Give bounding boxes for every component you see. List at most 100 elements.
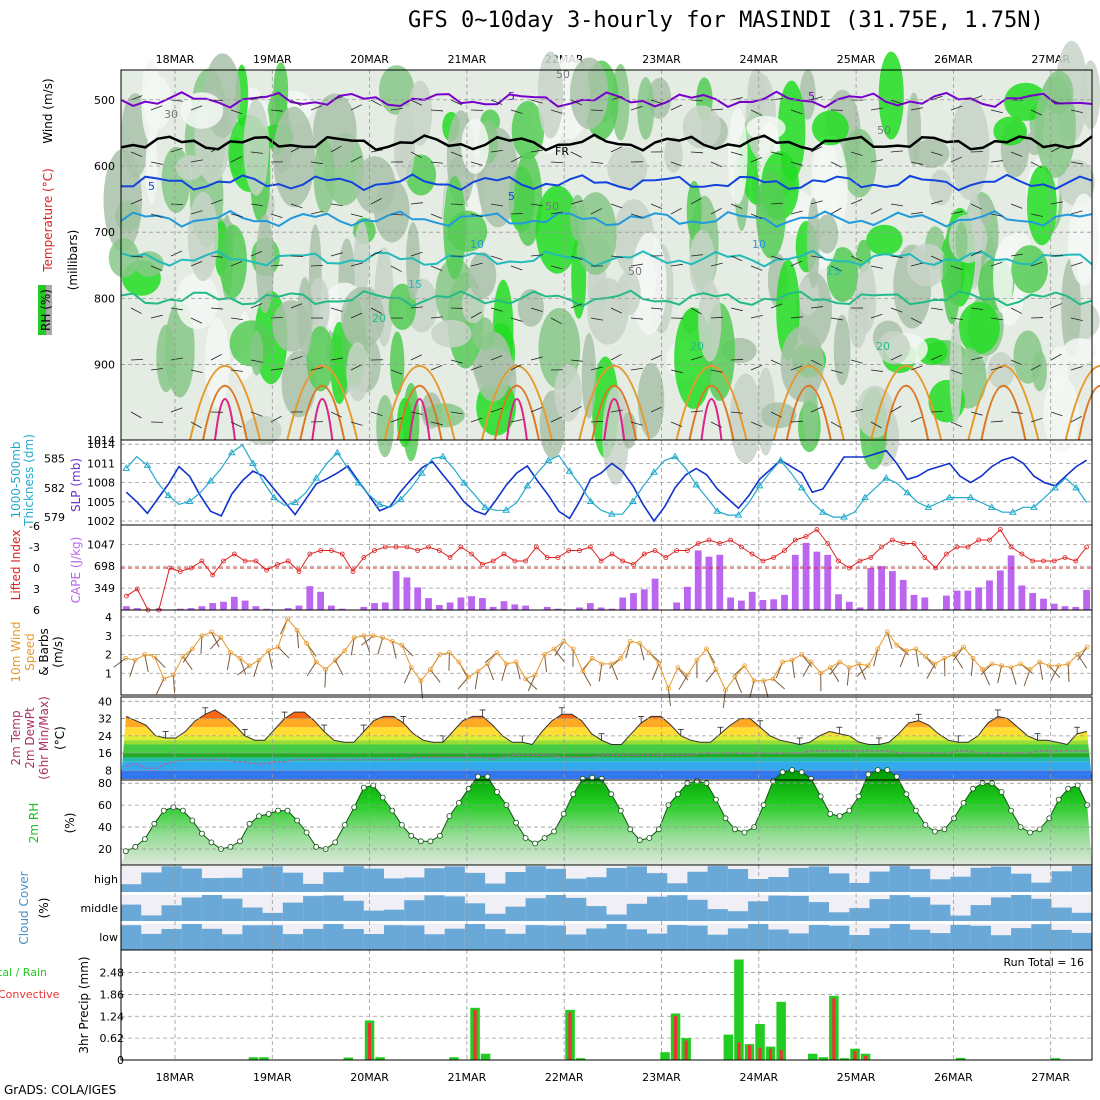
cloud-cover-cell — [1031, 924, 1052, 950]
contour-label: 20 — [372, 312, 386, 325]
wind-barb — [790, 260, 803, 267]
thickness-marker — [439, 452, 447, 460]
cloud-cover-cell — [647, 933, 668, 950]
wind-speed-marker — [275, 644, 281, 650]
cloud-layer-label: middle — [80, 902, 118, 915]
lifted-index-marker — [231, 551, 237, 557]
wind-barb-10m — [953, 646, 964, 661]
precip-total-bar — [1050, 1058, 1061, 1060]
wind-barb-10m — [997, 665, 1003, 684]
cape-bar — [867, 568, 875, 610]
wind-barb-10m — [153, 656, 166, 669]
wind-speed-marker — [846, 665, 852, 670]
slp-tick: 1008 — [87, 477, 115, 490]
cape-bar — [371, 603, 378, 610]
warm-contour — [578, 364, 651, 441]
wind-barb — [730, 203, 743, 209]
lifted-index-marker — [253, 558, 259, 564]
cloud-cover-cell — [262, 866, 284, 892]
cloud-cover-cell — [626, 929, 648, 950]
precip-total-bar — [723, 1034, 734, 1060]
wind-barb — [790, 109, 803, 115]
wind-speed-marker — [989, 661, 995, 667]
date-label-top: 25MAR — [837, 53, 876, 66]
wind-barb-10m — [544, 654, 548, 673]
cloud-cover-cell — [343, 929, 365, 950]
lifted-index-marker — [555, 555, 561, 560]
wind-speed-marker — [789, 657, 795, 663]
cloud-cover-cell — [748, 879, 769, 892]
wind-barb-10m — [791, 660, 796, 678]
rh2m-marker — [198, 830, 205, 837]
chart-title: GFS 0~10day 3-hourly for MASINDI (31.75E… — [408, 8, 1044, 33]
cape-bar — [694, 550, 702, 610]
cloud-cover-cell — [1051, 929, 1073, 950]
cape-tick: 349 — [94, 582, 115, 595]
wind-speed-marker — [1056, 663, 1062, 669]
wind-tick: 2 — [105, 649, 112, 662]
wind-barb — [370, 307, 382, 314]
lifted-index-marker — [285, 558, 291, 564]
rh2m-marker — [1027, 829, 1033, 836]
wind-speed-marker — [818, 670, 824, 676]
contour-label: 20 — [876, 340, 890, 353]
cloud-cover-cell — [201, 928, 223, 950]
temp-tick: 32 — [98, 713, 112, 726]
rh-shading-blob — [353, 221, 370, 297]
lifted-index-marker — [652, 548, 658, 553]
lifted-index-marker — [307, 551, 313, 557]
rh2m-marker — [484, 773, 491, 780]
wind-barb — [570, 200, 583, 205]
lifted-index-line — [126, 528, 1087, 611]
thickness-marker — [1030, 503, 1038, 510]
date-label-bottom: 20MAR — [350, 1071, 389, 1084]
temp-line — [125, 709, 1088, 746]
cloud-cover-cell — [545, 895, 567, 921]
lifted-index-marker — [782, 548, 787, 553]
slp-tick: 1014 — [87, 438, 115, 451]
wind-barb — [730, 359, 744, 361]
cape-bar — [910, 594, 918, 610]
wind-barb — [170, 203, 184, 206]
cloud-cover-cell — [647, 873, 668, 892]
wind-barb — [610, 203, 623, 209]
cape-bar — [284, 608, 292, 610]
wind-speed-marker — [827, 665, 833, 670]
cloud-cover-cell — [606, 914, 628, 921]
lifted-tick: -3 — [29, 541, 40, 554]
precip-total-bar — [755, 1024, 765, 1060]
wind-barb-10m — [1077, 646, 1088, 661]
temp-color-band — [121, 744, 1092, 754]
lifted-index-marker — [944, 551, 949, 557]
wind-barb — [590, 161, 603, 164]
wind-barb — [850, 359, 863, 364]
wind-speed-marker — [1008, 665, 1014, 670]
cloud-cover-cell — [505, 933, 527, 950]
rh2m-marker — [608, 791, 615, 798]
wind-barb-10m — [829, 661, 841, 676]
cloud-cover-cell — [647, 896, 668, 921]
thickness-marker — [249, 459, 257, 466]
rh-shading-blob — [698, 280, 722, 362]
lifted-index-marker — [911, 541, 917, 546]
cloud-cover-cell — [950, 915, 972, 921]
wind-barb-10m — [296, 630, 300, 649]
wind-speed-marker — [399, 642, 405, 648]
cloud-cover-cell — [930, 933, 951, 950]
rh-shading-blob — [143, 75, 172, 130]
rh-shading-blob — [297, 277, 313, 357]
lifted-index-marker — [749, 551, 755, 557]
wind-barb — [250, 359, 263, 363]
wind-barb-10m — [802, 661, 812, 677]
wind-barb — [870, 369, 883, 372]
wind-barb — [610, 146, 623, 153]
wind-barb-10m — [598, 663, 603, 682]
cape-bar — [176, 608, 184, 610]
cape-bar — [953, 590, 961, 610]
rh-shading-blob — [607, 147, 648, 190]
rh-shading-blob — [833, 314, 851, 386]
thickness-marker — [586, 497, 595, 504]
rh2m-marker — [532, 840, 538, 847]
wind-barb — [1010, 411, 1023, 414]
cape-bar — [684, 586, 691, 610]
